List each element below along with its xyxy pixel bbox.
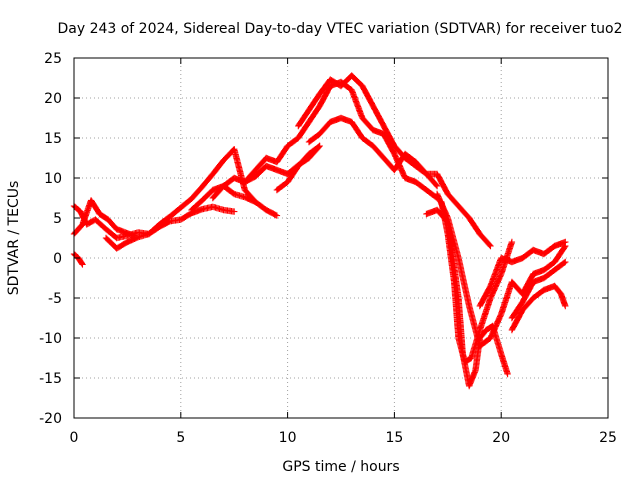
y-tick-label: 25 xyxy=(44,51,62,67)
x-tick-label: 25 xyxy=(599,430,617,446)
chart-title: Day 243 of 2024, Sidereal Day-to-day VTE… xyxy=(57,21,622,37)
axis-ticks: 0 5 10 15 20 25 -20 -15 -10 -5 0 5 10 15 20 25 xyxy=(39,51,617,446)
x-tick-label: 0 xyxy=(70,430,79,446)
x-tick-label: 15 xyxy=(385,430,403,446)
y-tick-label: 10 xyxy=(44,171,62,187)
x-tick-label: 10 xyxy=(279,430,297,446)
series-track-9 xyxy=(305,114,494,250)
series-track-13 xyxy=(433,190,569,350)
series-track-14 xyxy=(476,238,569,310)
y-tick-label: 0 xyxy=(53,251,62,267)
y-tick-label: 15 xyxy=(44,131,62,147)
series-track-7 xyxy=(241,78,441,202)
series-track-16 xyxy=(508,258,569,322)
y-axis-label: SDTVAR / TECUs xyxy=(6,181,22,296)
series-track-6 xyxy=(209,182,281,219)
y-tick-label: -15 xyxy=(39,371,62,387)
y-tick-label: -20 xyxy=(39,411,62,427)
y-tick-label: -10 xyxy=(39,331,62,347)
plot-frame xyxy=(73,57,609,419)
x-tick-label: 5 xyxy=(176,430,185,446)
y-tick-label: -5 xyxy=(48,291,62,307)
y-tick-label: 5 xyxy=(53,211,62,227)
series-track-15 xyxy=(508,282,569,334)
x-axis-label: GPS time / hours xyxy=(282,459,399,475)
y-tick-label: 20 xyxy=(44,91,62,107)
series-track-10 xyxy=(273,142,323,194)
x-tick-label: 20 xyxy=(492,430,510,446)
